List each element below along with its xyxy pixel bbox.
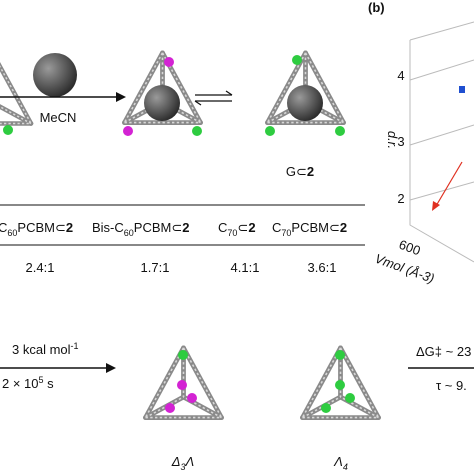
time-right: τ ~ 9.: [436, 378, 467, 393]
text-part: 60: [124, 228, 134, 238]
text-part: Λ: [185, 454, 195, 469]
text-part: C: [218, 220, 227, 235]
y-tick-label: 3: [397, 134, 404, 149]
guest: [144, 85, 180, 121]
isomer-label: Λ4: [333, 454, 348, 472]
arrowhead: [116, 92, 126, 102]
table-cell: 4.1:1: [231, 260, 260, 275]
barrier-right: ΔG‡ ~ 23: [416, 344, 471, 359]
text-part: PCBM⊂: [291, 220, 339, 235]
text-part: C: [0, 220, 7, 235]
text-part: 5: [39, 375, 44, 385]
guest: [287, 85, 323, 121]
y-tick-label: 2: [397, 191, 404, 206]
arrowhead: [106, 363, 116, 373]
text-part: 2: [66, 220, 73, 235]
barrier-left: 3 kcal mol-1: [12, 341, 79, 357]
text-part: 4: [343, 462, 348, 472]
x-tick-label: 600: [397, 237, 423, 259]
text-part: 2: [307, 164, 314, 179]
text-part: 3 kcal mol: [12, 342, 71, 357]
y-tick-label: 4: [397, 68, 404, 83]
time-left: 2 × 105 s: [2, 375, 54, 391]
equilibrium-arrows: [194, 90, 233, 106]
text-part: 70: [227, 228, 237, 238]
table-cell: 3.6:1: [308, 260, 337, 275]
text-part: C: [272, 220, 281, 235]
trend-arrow: [435, 161, 463, 207]
product-label: G⊂2: [286, 164, 314, 179]
text-part: 2: [182, 220, 189, 235]
table-header: C70⊂2: [218, 220, 256, 238]
text-part: 2: [248, 220, 255, 235]
table-header: C70PCBM⊂2: [272, 220, 347, 238]
text-part: Λ: [333, 454, 343, 469]
table-header: C60PCBM⊂2: [0, 220, 73, 238]
text-part: ⊂: [237, 220, 248, 235]
panel-label: (b): [368, 0, 385, 15]
text-part: G⊂: [286, 164, 307, 179]
data-point: [459, 86, 465, 93]
plot-box: [409, 21, 474, 263]
arrowhead: [432, 201, 440, 211]
text-part: PCBM⊂: [17, 220, 65, 235]
y-axis-label: d.r.: [385, 131, 400, 149]
table-cell: 1.7:1: [141, 260, 170, 275]
text-part: 70: [281, 228, 291, 238]
table-header: Bis-C60PCBM⊂2: [92, 220, 189, 238]
fullerene: [33, 53, 77, 97]
text-part: s: [44, 376, 55, 391]
text-part: 60: [7, 228, 17, 238]
table-cell: 2.4:1: [26, 260, 55, 275]
x-axis-label: Vmol (Å-3): [373, 251, 437, 286]
cage-partial: [0, 58, 31, 124]
text-part: PCBM⊂: [134, 220, 182, 235]
text-part: 2 × 10: [2, 376, 39, 391]
text-part: Δ: [171, 454, 181, 469]
reagent: MeCN: [40, 110, 77, 125]
text-part: -1: [71, 341, 79, 351]
atom: [3, 125, 13, 135]
isomer-label: Δ3Λ: [171, 454, 194, 472]
text-part: Bis-C: [92, 220, 124, 235]
text-part: 3: [181, 462, 186, 472]
text-part: 2: [340, 220, 347, 235]
